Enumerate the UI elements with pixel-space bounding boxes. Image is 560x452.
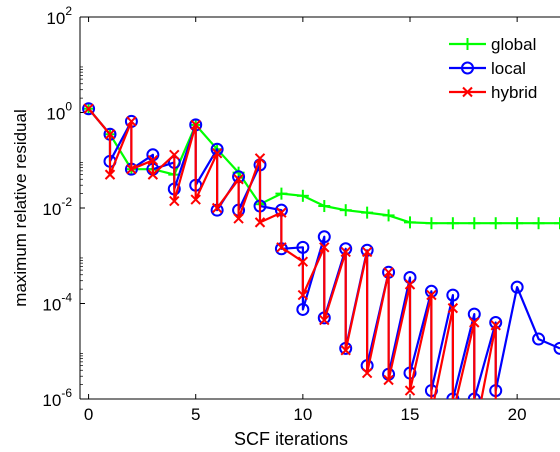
legend-label-local: local — [491, 59, 526, 78]
local-point — [82, 102, 96, 116]
legend-marker-hybrid — [462, 86, 473, 98]
legend-label-global: global — [491, 35, 536, 54]
hybrid-point — [490, 320, 501, 331]
hybrid-point — [147, 169, 159, 180]
hybrid-line — [87, 107, 497, 399]
y-tick-label: 10-6 — [42, 386, 72, 410]
legend-marker-global — [461, 38, 474, 50]
hybrid-point — [126, 163, 137, 175]
hybrid-point — [254, 153, 266, 164]
global-point — [318, 200, 331, 213]
local-point — [510, 280, 524, 294]
hybrid-point — [491, 437, 500, 446]
hybrid-point — [361, 246, 373, 258]
y-axis-label: maximum relative residual — [11, 109, 30, 306]
local-point — [317, 230, 331, 244]
hybrid-point — [190, 119, 201, 131]
hybrid-point — [233, 213, 244, 224]
legend-label-hybrid: hybrid — [491, 83, 537, 102]
local-point — [296, 302, 310, 316]
global-point — [489, 217, 502, 230]
local-point — [467, 307, 481, 321]
hybrid-point — [404, 279, 416, 290]
x-tick-label: 20 — [508, 405, 527, 424]
hybrid-point — [404, 385, 416, 396]
global-point — [339, 204, 352, 217]
hybrid-point — [340, 345, 351, 356]
hybrid-point — [383, 374, 394, 386]
hybrid-point — [169, 195, 180, 207]
hybrid-point — [513, 442, 522, 451]
global-point — [511, 217, 524, 230]
hybrid-point — [276, 207, 287, 218]
hybrid-point — [276, 242, 287, 253]
series-group — [82, 102, 560, 451]
hybrid-point — [470, 431, 479, 440]
legend-marker-local — [461, 61, 474, 75]
hybrid-point — [211, 202, 223, 214]
y-tick-label: 100 — [46, 100, 72, 124]
global-point — [468, 217, 481, 230]
global-point — [554, 217, 560, 230]
hybrid-point — [104, 169, 116, 180]
hybrid-point — [361, 367, 373, 379]
hybrid-point — [233, 174, 244, 185]
global-point — [446, 217, 459, 230]
global-point — [361, 206, 374, 219]
hybrid-point — [319, 242, 330, 253]
axes: 0 5 10 15 20 10-6 10-4 10-2 100 102 — [42, 4, 560, 424]
global-point — [404, 216, 416, 229]
hybrid-point — [104, 129, 116, 140]
hybrid-point — [426, 289, 437, 301]
local-point — [532, 332, 546, 346]
global-point — [532, 217, 545, 230]
hybrid-point — [126, 116, 137, 127]
local-point — [553, 341, 560, 355]
x-tick-label: 0 — [84, 405, 93, 424]
global-point — [425, 217, 438, 230]
hybrid-point — [469, 317, 480, 328]
hybrid-point — [340, 246, 351, 258]
hybrid-point — [383, 267, 394, 278]
series-global — [82, 102, 560, 230]
local-point — [403, 271, 417, 285]
series-hybrid — [83, 103, 522, 451]
hybrid-point — [297, 289, 309, 301]
hybrid-point — [211, 148, 223, 159]
hybrid-point — [297, 256, 309, 267]
local-point — [446, 288, 460, 302]
x-tick-label: 5 — [191, 405, 200, 424]
y-tick-label: 102 — [46, 4, 72, 28]
hybrid-point — [254, 217, 266, 228]
hybrid-point — [169, 149, 180, 161]
hybrid-point — [83, 103, 94, 114]
global-point — [296, 189, 309, 202]
x-axis-label: SCF iterations — [234, 429, 348, 449]
global-point — [275, 187, 288, 200]
hybrid-point — [190, 194, 201, 205]
y-tick-label: 10-2 — [42, 195, 72, 219]
hybrid-point — [319, 314, 330, 326]
y-tick-label: 10-4 — [42, 291, 72, 315]
x-tick-label: 10 — [293, 405, 312, 424]
legend: global local hybrid — [444, 29, 560, 107]
hybrid-point — [427, 409, 436, 418]
hybrid-point — [147, 155, 159, 166]
global-point — [382, 209, 395, 222]
local-point — [296, 240, 310, 254]
hybrid-point — [448, 409, 457, 418]
hybrid-point — [447, 302, 459, 314]
x-tick-label: 15 — [401, 405, 420, 424]
